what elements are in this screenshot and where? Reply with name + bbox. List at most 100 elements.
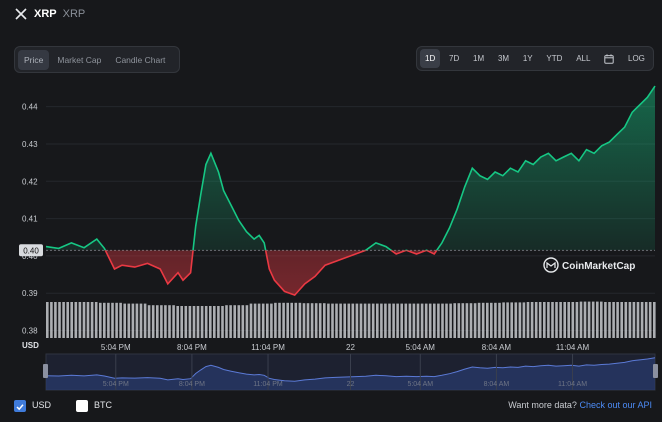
volume-bar (46, 302, 49, 338)
navigator-line (45, 357, 656, 382)
volume-bar (441, 303, 444, 338)
volume-bar (135, 303, 139, 338)
volume-bar (298, 302, 302, 338)
api-link[interactable]: Check out our API (579, 400, 652, 410)
price-line (45, 85, 656, 297)
volume-bar (196, 306, 200, 338)
volume-bar (530, 302, 534, 338)
volume-bar (600, 301, 603, 338)
volume-bar (90, 302, 94, 338)
range-all[interactable]: ALL (576, 54, 591, 63)
volume-bar (437, 303, 440, 338)
tab-candle-chart[interactable]: Candle Chart (115, 54, 166, 65)
volume-bar (412, 303, 416, 338)
volume-bar (335, 303, 338, 338)
volume-bar (131, 303, 135, 338)
x-tick-label: 8:04 PM (177, 343, 207, 352)
btc-checkbox[interactable] (76, 400, 88, 412)
time-range-selector: 1D 7D 1M 3M 1Y YTD ALL LOG (416, 46, 654, 71)
volume-bar (282, 302, 285, 338)
navigator-handle-left[interactable] (43, 364, 48, 378)
range-1m[interactable]: 1M (473, 54, 485, 63)
volume-bar (290, 302, 293, 338)
range-1d[interactable]: 1D (420, 49, 441, 68)
volume-bar (648, 302, 652, 338)
volume-bar (151, 305, 155, 338)
volume-bar (388, 303, 391, 338)
range-log[interactable]: LOG (628, 54, 645, 63)
volume-bar (50, 302, 53, 338)
footer: USD BTC Want more data? Check out our AP… (0, 397, 662, 417)
volume-bar (636, 302, 640, 338)
volume-bar (188, 306, 192, 338)
y-tick-label: 0.38 (22, 327, 38, 336)
volume-bar (547, 302, 550, 338)
range-navigator[interactable]: 5:04 PM 8:04 PM 11:04 PM 22 5:04 AM 8:04 AM 11… (43, 353, 658, 391)
volume-bar (221, 306, 224, 338)
range-ytd[interactable]: YTD (546, 54, 563, 63)
volume-bar (78, 302, 82, 338)
current-price-label: 0.40 (23, 246, 39, 255)
range-1y[interactable]: 1Y (522, 54, 533, 63)
volume-bar (514, 302, 518, 338)
volume-bar (579, 301, 583, 338)
navigator-tick-label: 5:04 PM (103, 381, 129, 388)
volume-bar (111, 302, 114, 338)
volume-bar (404, 303, 408, 338)
volume-bar (453, 303, 456, 338)
coin-symbol: XRP (62, 8, 86, 20)
volume-bar (54, 302, 57, 338)
volume-bars (46, 301, 656, 338)
volume-bar (176, 306, 179, 338)
volume-bar (245, 305, 249, 338)
navigator-tick-label: 11:04 PM (253, 381, 283, 388)
tab-market-cap[interactable]: Market Cap (57, 54, 102, 65)
volume-bar (339, 303, 342, 338)
x-tick-label: 5:04 PM (101, 343, 131, 352)
volume-bar (567, 302, 570, 338)
volume-bar (522, 302, 526, 338)
volume-bar (632, 302, 636, 338)
volume-bar (318, 303, 322, 338)
volume-bar (502, 302, 505, 338)
volume-bar (200, 306, 204, 338)
volume-bar (653, 302, 656, 338)
volume-bar (481, 302, 485, 338)
volume-bar (506, 302, 509, 338)
volume-bar (543, 302, 546, 338)
volume-bar (396, 303, 399, 338)
volume-bar (213, 306, 216, 338)
navigator-tick-label: 22 (347, 381, 355, 388)
navigator-area (46, 357, 655, 390)
volume-bar (428, 303, 432, 338)
tab-price[interactable]: Price (18, 49, 50, 70)
volume-bar (62, 302, 65, 338)
api-promo: Want more data? Check out our API (508, 400, 652, 410)
volume-bar (302, 303, 306, 338)
volume-bar (127, 303, 131, 338)
volume-bar (465, 303, 469, 338)
range-3m[interactable]: 3M (497, 54, 510, 63)
volume-bar (306, 303, 310, 338)
volume-bar (217, 306, 220, 338)
volume-bar (123, 303, 126, 338)
volume-bar (327, 303, 330, 338)
volume-bar (253, 303, 257, 338)
volume-bar (420, 303, 424, 338)
volume-bar (510, 302, 513, 338)
price-chart[interactable]: 0.44 0.43 0.42 0.41 0.40 0.39 0.38 5:04 PM 8:04… (0, 84, 662, 394)
range-7d[interactable]: 7D (449, 54, 460, 63)
y-tick-label: 0.40 (22, 252, 38, 261)
volume-bar (445, 303, 448, 338)
api-promo-text: Want more data? (508, 400, 577, 410)
volume-bar (261, 303, 265, 338)
usd-checkbox[interactable] (14, 400, 26, 412)
range-calendar[interactable] (599, 49, 619, 69)
volume-bar (184, 306, 188, 338)
coin-name: XRP (34, 8, 57, 20)
navigator-handle-right[interactable] (653, 364, 658, 378)
volume-bar (371, 303, 375, 338)
volume-bar (74, 302, 78, 338)
volume-bar (644, 302, 648, 338)
volume-bar (310, 303, 314, 338)
